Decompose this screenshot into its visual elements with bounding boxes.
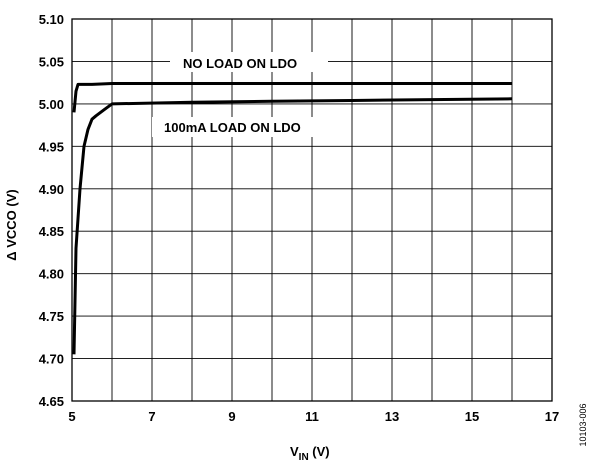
y-tick-label: 4.75 — [39, 309, 64, 324]
y-tick-label: 5.00 — [39, 97, 64, 112]
y-tick-labels: 4.65 4.70 4.75 4.80 4.85 4.90 4.95 5.00 5.05 5.10 — [39, 12, 64, 409]
grid — [72, 19, 552, 401]
y-tick-label: 4.70 — [39, 352, 64, 367]
load-series-label: 100mA LOAD ON LDO — [164, 120, 301, 135]
no-load-series-label: NO LOAD ON LDO — [183, 56, 297, 71]
y-axis-title: Δ VCCO (V) — [4, 189, 19, 260]
x-tick-label: 13 — [385, 409, 399, 424]
y-tick-label: 4.95 — [39, 139, 64, 154]
series-line-100ma-load — [72, 97, 513, 355]
x-tick-label: 9 — [228, 409, 235, 424]
y-tick-label: 4.90 — [39, 182, 64, 197]
y-tick-label: 5.10 — [39, 12, 64, 27]
x-tick-label: 11 — [305, 409, 319, 424]
load-label-background — [152, 117, 332, 137]
plot-frame — [71, 18, 553, 402]
series-lines — [72, 82, 513, 355]
y-tick-label: 5.05 — [39, 54, 64, 69]
x-axis-title-subscript: IN — [299, 452, 309, 462]
figure-id: 10103-006 — [578, 403, 588, 446]
y-tick-label: 4.80 — [39, 267, 64, 282]
x-tick-label: 5 — [68, 409, 75, 424]
x-tick-label: 7 — [148, 409, 155, 424]
x-tick-labels: 5 7 9 11 13 15 17 — [68, 409, 559, 424]
y-tick-label: 4.65 — [39, 394, 64, 409]
no-load-label-background — [170, 52, 328, 72]
x-axis-title: VIN (V) — [290, 444, 330, 462]
y-tick-label: 4.85 — [39, 224, 64, 239]
x-axis-title-main: V — [290, 444, 299, 459]
x-tick-label: 15 — [465, 409, 479, 424]
series-line-no-load — [72, 82, 512, 113]
x-axis-title-unit: (V) — [309, 444, 330, 459]
x-tick-label: 17 — [545, 409, 559, 424]
